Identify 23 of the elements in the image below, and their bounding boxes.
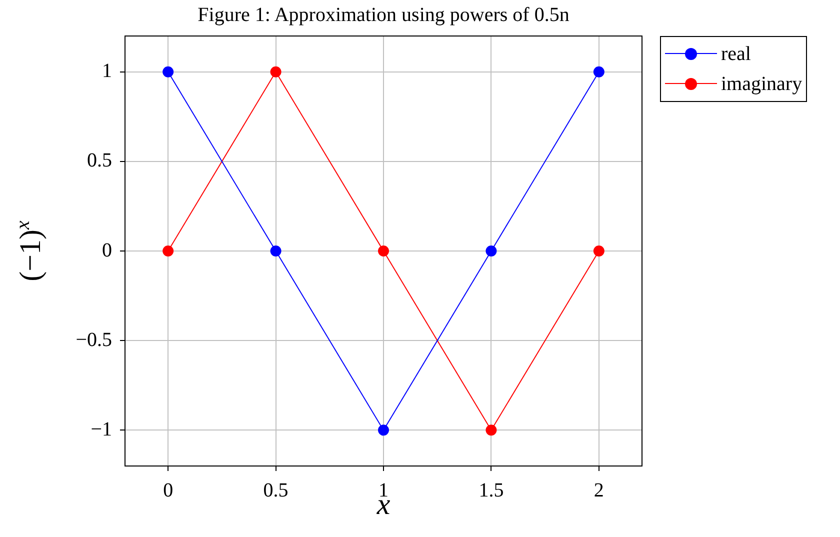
x-tick-label: 1.5 <box>478 479 504 502</box>
point <box>270 66 282 78</box>
legend-label: imaginary <box>721 72 802 96</box>
x-tick-label: 0.5 <box>263 479 288 502</box>
point <box>378 246 389 256</box>
point <box>162 246 174 256</box>
chart-title: Figure 1: Approximation using powers of 0.5n <box>196 4 570 27</box>
point <box>378 424 389 436</box>
point <box>486 246 497 256</box>
x-tick-label: 0 <box>163 479 174 502</box>
point <box>486 424 497 436</box>
legend-label: real <box>721 42 751 66</box>
y-tick-label: 0.5 <box>87 150 112 172</box>
x-tick-label: 2 <box>594 479 604 502</box>
x-tick-label: 1 <box>378 479 388 502</box>
y-tick-label: −1 <box>90 418 112 440</box>
y-tick-label: −0.5 <box>76 328 112 351</box>
point <box>593 66 604 78</box>
y-tick-label: 0 <box>102 239 112 262</box>
y-tick-label: 1 <box>102 60 112 82</box>
point <box>270 246 282 256</box>
point <box>162 66 174 78</box>
point <box>593 246 604 256</box>
